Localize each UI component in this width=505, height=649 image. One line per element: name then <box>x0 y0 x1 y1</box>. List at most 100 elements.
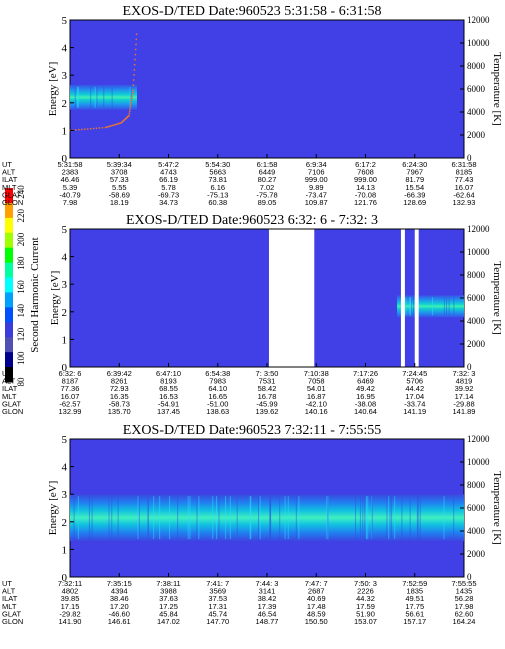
colorbar-tick-label: 160 <box>16 280 26 294</box>
y-tick-label: 4 <box>62 252 68 264</box>
band-streak <box>446 297 448 316</box>
band-streak <box>249 496 251 540</box>
ephemeris-value: 6449 <box>259 168 276 177</box>
ephemeris-value: 16.07 <box>61 392 80 401</box>
temperature-point <box>95 127 98 130</box>
ephemeris-value: 7: 3:50 <box>256 369 279 378</box>
temperature-point <box>129 106 132 108</box>
temperature-point <box>130 97 133 100</box>
ephemeris-row-label: ILAT <box>2 594 18 603</box>
ephemeris-row-label: GLAT <box>2 609 21 618</box>
ephemeris-value: -38.08 <box>355 399 376 408</box>
ephemeris-value: 2687 <box>308 587 325 596</box>
band-streak <box>419 496 421 540</box>
ephemeris-value: 62.60 <box>455 609 474 618</box>
temperature-point <box>132 84 135 86</box>
band-streak <box>409 297 411 316</box>
y2-tick-label: 4000 <box>467 107 486 117</box>
temperature-point <box>101 126 104 129</box>
ephemeris-value: 8185 <box>456 168 473 177</box>
y2-tick-label: 10000 <box>467 247 490 257</box>
band-streak <box>189 496 191 540</box>
ephemeris-value: 7:50: 3 <box>354 579 377 588</box>
ephemeris-value: 138.63 <box>206 407 229 416</box>
ephemeris-value: 7:38:11 <box>156 579 180 588</box>
ephemeris-row-label: ALT <box>2 587 16 596</box>
band-streak <box>365 496 367 540</box>
band-streak <box>138 496 140 540</box>
band-streak <box>218 496 220 540</box>
temperature-point <box>131 91 134 94</box>
band-streak <box>394 496 396 540</box>
ephemeris-value: 9.89 <box>309 183 324 192</box>
ephemeris-row-label: UT <box>2 369 12 378</box>
band-streak <box>74 86 76 108</box>
band-streak <box>73 496 75 540</box>
band-streak <box>448 297 450 316</box>
ephemeris-value: 164.24 <box>453 617 476 626</box>
band-streak <box>130 86 132 108</box>
ephemeris-value: 4819 <box>456 377 473 386</box>
ephemeris-value: 147.70 <box>206 617 229 626</box>
ephemeris-value: 51.90 <box>356 609 375 618</box>
ephemeris-value: 146.61 <box>108 617 131 626</box>
ephemeris-value: 3569 <box>209 587 226 596</box>
band-streak <box>443 496 445 540</box>
ephemeris-value: 128.69 <box>403 198 426 207</box>
y-tick-label: 0 <box>62 572 68 584</box>
ephemeris-value: -69.73 <box>158 190 179 199</box>
temperature-point <box>134 48 137 51</box>
band-streak <box>117 496 119 540</box>
ephemeris-row-label: ILAT <box>2 175 18 184</box>
y-tick-label: 5 <box>62 15 68 27</box>
temperature-point <box>130 99 133 102</box>
ephemeris-value: -46.60 <box>109 609 130 618</box>
ephemeris-row-label: GLAT <box>2 399 21 408</box>
colorbar-swatch <box>5 307 13 323</box>
ephemeris-value: 17.31 <box>208 602 227 611</box>
temperature-point <box>133 63 136 66</box>
band-streak <box>94 86 96 108</box>
panel-1-marks <box>69 33 138 132</box>
ephemeris-row-label: UT <box>2 160 12 169</box>
band-streak <box>187 496 189 540</box>
ephemeris-value: 140.64 <box>354 407 377 416</box>
y2-tick-label: 4000 <box>467 526 486 536</box>
colorbar-swatch <box>5 337 13 353</box>
ephemeris-value: 7106 <box>308 168 325 177</box>
temperature-point <box>92 127 95 130</box>
ephemeris-value: 16.65 <box>208 392 227 401</box>
ephemeris-row-label: MLT <box>2 392 17 401</box>
ephemeris-value: 34.73 <box>159 198 178 207</box>
y-tick-label: 2 <box>62 307 68 319</box>
ephemeris-value: 1835 <box>406 587 423 596</box>
temperature-point <box>135 33 138 36</box>
y-tick-label: 5 <box>62 224 68 236</box>
band-streak <box>90 86 92 108</box>
y-tick-label: 2 <box>62 517 68 529</box>
ephemeris-row-label: GLON <box>2 617 23 626</box>
ephemeris-value: 7.02 <box>260 183 275 192</box>
colorbar-tick-label: 180 <box>16 256 26 270</box>
ephemeris-value: 7:10:38 <box>304 369 329 378</box>
ephemeris-value: 7.98 <box>63 198 78 207</box>
temperature-point <box>131 95 133 98</box>
ephemeris-value: 17.15 <box>61 602 80 611</box>
panel-3: EXOS-D/TED Date:960523 7:32:11 - 7:55:55… <box>2 423 503 626</box>
panel-1-y2label: Temperature [K] <box>491 52 503 125</box>
band-streak <box>137 496 139 540</box>
temperature-point <box>132 89 134 92</box>
ephemeris-value: 7:32:11 <box>58 579 82 588</box>
band-streak <box>236 496 238 540</box>
band-streak <box>96 86 98 108</box>
ephemeris-row-label: GLAT <box>2 190 21 199</box>
ephemeris-value: 6:9:34 <box>306 160 327 169</box>
data-gap <box>414 229 419 367</box>
band-streak <box>225 496 227 540</box>
band-streak <box>258 496 260 540</box>
y2-tick-label: 0 <box>467 572 472 582</box>
y2-tick-label: 2000 <box>467 130 486 140</box>
panel-2-title: EXOS-D/TED Date:960523 6:32: 6 - 7:32: 3 <box>126 213 378 228</box>
colorbar-swatch <box>5 217 13 234</box>
